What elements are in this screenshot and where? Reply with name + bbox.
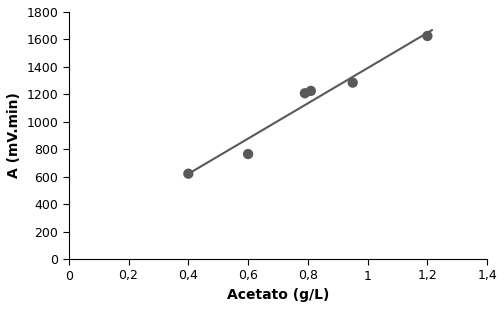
Point [244,152,252,157]
Point [301,91,309,96]
Point [307,88,315,93]
X-axis label: Acetato (g/L): Acetato (g/L) [227,288,329,302]
Y-axis label: A (mV.min): A (mV.min) [7,93,21,179]
Point [423,33,431,38]
Point [349,80,357,85]
Point [184,171,193,176]
